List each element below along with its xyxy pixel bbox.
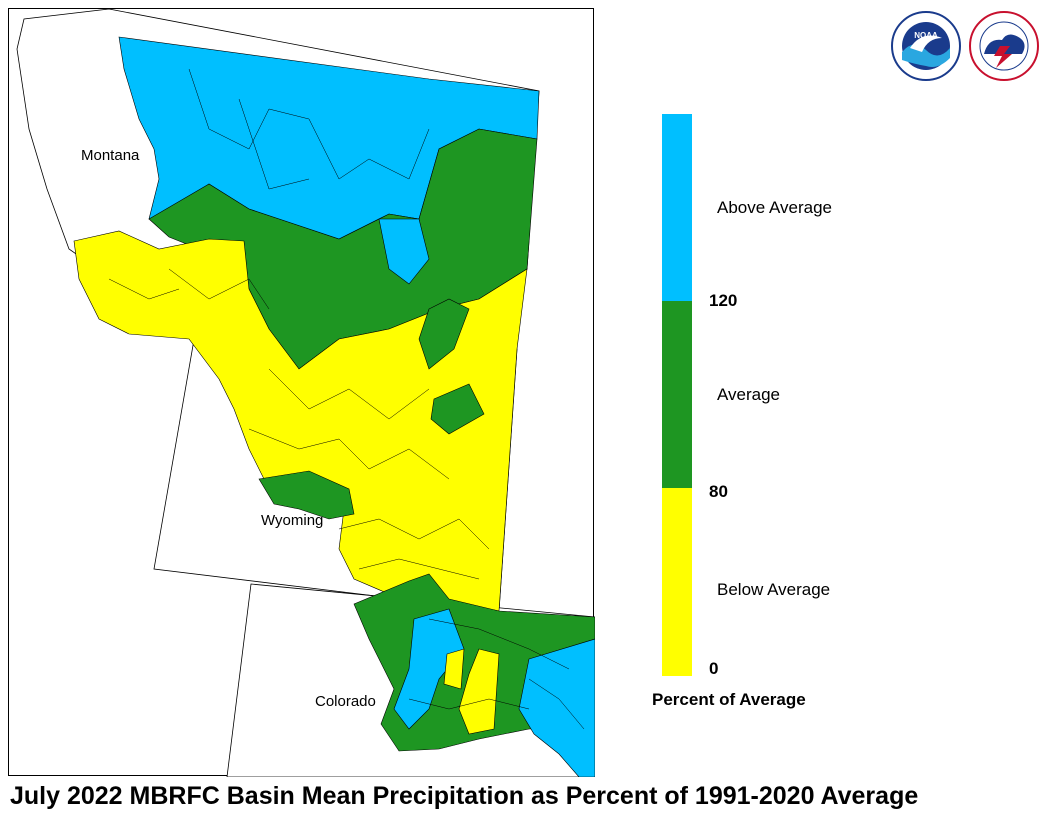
legend-swatch-above [662, 114, 692, 301]
legend-label-below: Below Average [717, 580, 831, 599]
legend-swatch-average [662, 301, 692, 488]
region-above-colorado-west [393, 608, 465, 730]
map-panel: Montana Wyoming Colorado [8, 8, 595, 777]
basin-boundaries [108, 68, 585, 730]
legend-tick-120: 120 [709, 291, 738, 310]
noaa-logo-text: NOAA [914, 31, 938, 40]
legend-color-bar [662, 114, 692, 676]
logos-svg: NOAA [891, 11, 1039, 81]
region-below-colorado [458, 648, 500, 735]
nws-logo [969, 11, 1039, 81]
region-above-colorado-east [518, 638, 595, 777]
region-average-wyoming-north [418, 298, 470, 370]
region-above-central [378, 218, 430, 285]
region-average-wyoming-west [258, 470, 355, 520]
basin-map [16, 9, 595, 777]
state-label-wyoming: Wyoming [261, 512, 324, 529]
region-average-wyoming-east [430, 383, 485, 435]
state-label-montana: Montana [81, 147, 140, 164]
map-title: July 2022 MBRFC Basin Mean Precipitation… [10, 782, 919, 810]
state-label-colorado: Colorado [315, 693, 376, 710]
legend-label-average: Average [717, 385, 781, 404]
legend-label-above: Above Average [717, 198, 832, 217]
legend-title: Percent of Average [652, 690, 806, 709]
agency-logos: NOAA [888, 8, 1048, 84]
legend-tick-80: 80 [709, 482, 728, 501]
legend-tick-0: 0 [709, 659, 719, 678]
region-below-colorado-small [443, 648, 465, 690]
legend-swatch-below [662, 488, 692, 676]
noaa-logo: NOAA [891, 11, 961, 81]
